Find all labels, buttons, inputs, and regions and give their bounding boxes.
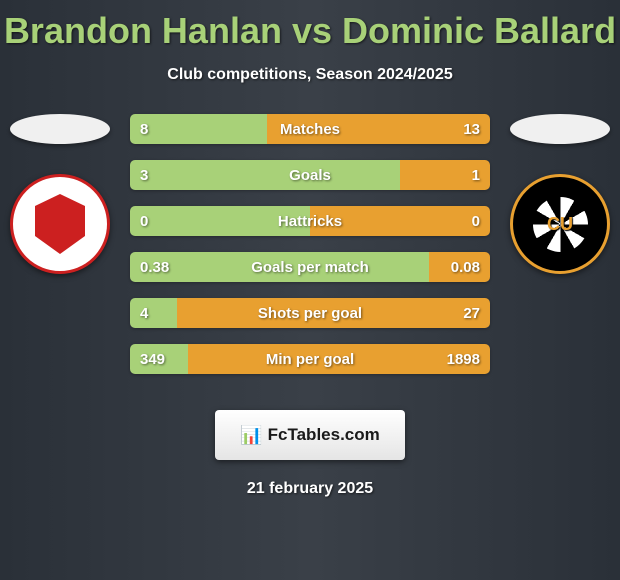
stat-value-left: 0 <box>140 213 148 230</box>
stat-value-left: 349 <box>140 351 165 368</box>
stat-bar: 3 1 Goals <box>130 160 490 190</box>
stat-value-left: 8 <box>140 121 148 138</box>
stat-value-left: 3 <box>140 167 148 184</box>
stat-value-left: 0.38 <box>140 259 169 276</box>
player-right-column: CU <box>500 114 620 274</box>
stat-label: Hattricks <box>278 213 342 230</box>
content-row: 8 13 Matches 3 1 Goals 0 0 Hattricks 0.38 0.08 Goal… <box>0 114 620 390</box>
stat-bar-left-fill <box>130 298 177 328</box>
branding-text: FcTables.com <box>268 425 380 445</box>
stat-value-right: 0 <box>472 213 480 230</box>
stat-label: Shots per goal <box>258 305 362 322</box>
club-right-initials: CU <box>547 214 573 235</box>
stats-column: 8 13 Matches 3 1 Goals 0 0 Hattricks 0.38 0.08 Goal… <box>120 114 500 390</box>
club-badge-left <box>10 174 110 274</box>
chart-icon: 📊 <box>240 425 262 446</box>
stat-bar-left-fill <box>130 114 267 144</box>
stat-bar: 0.38 0.08 Goals per match <box>130 252 490 282</box>
stat-label: Goals <box>289 167 331 184</box>
comparison-title: Brandon Hanlan vs Dominic Ballard <box>0 0 620 52</box>
comparison-subtitle: Club competitions, Season 2024/2025 <box>0 66 620 84</box>
stat-value-right: 13 <box>463 121 480 138</box>
date-label: 21 february 2025 <box>0 480 620 498</box>
player-left-avatar-placeholder <box>10 114 110 144</box>
stat-bar-left-fill <box>130 160 400 190</box>
club-badge-right: CU <box>510 174 610 274</box>
stat-value-right: 27 <box>463 305 480 322</box>
stat-value-right: 1898 <box>447 351 480 368</box>
stat-bar: 8 13 Matches <box>130 114 490 144</box>
stat-bar: 0 0 Hattricks <box>130 206 490 236</box>
stat-value-left: 4 <box>140 305 148 322</box>
branding-badge: 📊 FcTables.com <box>215 410 405 460</box>
player-right-avatar-placeholder <box>510 114 610 144</box>
stat-label: Goals per match <box>251 259 369 276</box>
stat-bar: 4 27 Shots per goal <box>130 298 490 328</box>
stat-label: Min per goal <box>266 351 354 368</box>
stat-value-right: 0.08 <box>451 259 480 276</box>
stat-label: Matches <box>280 121 340 138</box>
stat-value-right: 1 <box>472 167 480 184</box>
player-left-column <box>0 114 120 274</box>
stat-bar: 349 1898 Min per goal <box>130 344 490 374</box>
